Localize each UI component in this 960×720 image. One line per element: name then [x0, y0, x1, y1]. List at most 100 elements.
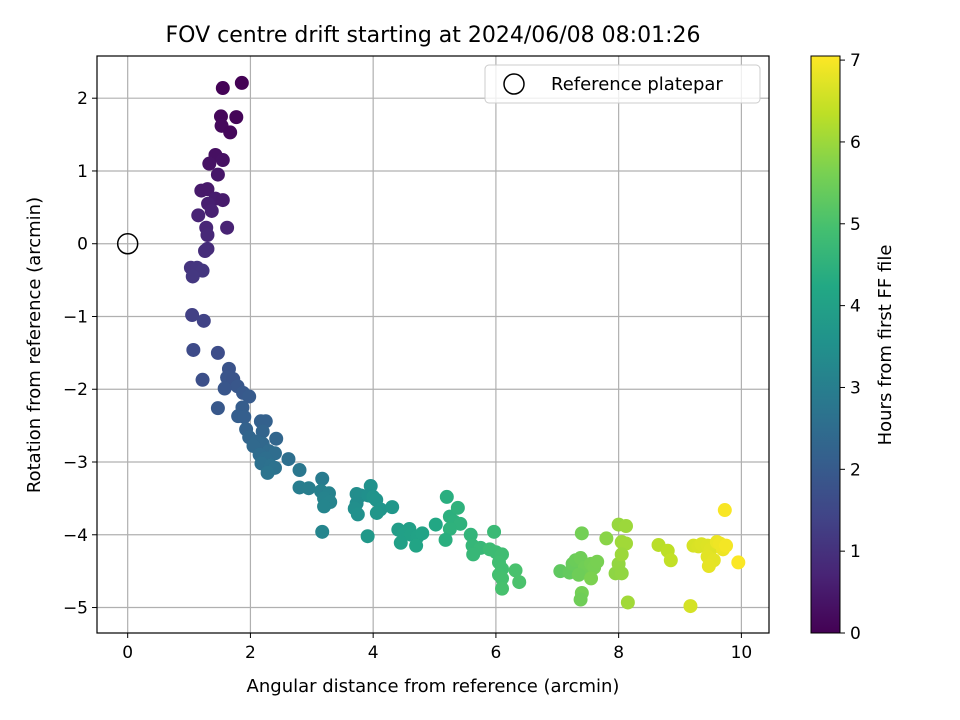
- data-point: [260, 465, 275, 480]
- data-point: [663, 553, 678, 568]
- data-point: [292, 463, 307, 478]
- reference-platepar-marker: [116, 232, 139, 255]
- colorbar-tick-label: 2: [850, 460, 861, 480]
- data-point: [584, 571, 599, 586]
- y-tick-label: −1: [63, 307, 88, 327]
- data-point: [463, 527, 478, 542]
- data-point: [438, 532, 453, 547]
- data-point: [574, 526, 589, 541]
- colorbar-tick-label: 0: [850, 624, 861, 644]
- data-point: [719, 538, 734, 553]
- data-point: [185, 308, 200, 323]
- y-axis-label: Rotation from reference (arcmin): [24, 197, 45, 493]
- data-point: [571, 567, 586, 582]
- data-point: [301, 481, 316, 496]
- y-tick-label: −4: [63, 526, 88, 546]
- plot-area: 0 2 4 6 8 10 −5 −4 −3 −2 −1 0 1 2: [63, 55, 770, 663]
- data-point: [210, 345, 225, 360]
- data-point: [350, 507, 365, 522]
- data-point: [439, 489, 454, 504]
- data-point: [315, 471, 330, 486]
- data-point: [317, 499, 332, 514]
- colorbar: 0 1 2 3 4 5 6 7 Hours from first FF file: [810, 51, 896, 644]
- colorbar-tick-label: 4: [850, 297, 861, 317]
- data-point: [195, 372, 210, 387]
- data-point: [614, 566, 629, 581]
- data-point: [495, 571, 510, 586]
- data-point: [466, 547, 481, 562]
- data-point: [229, 110, 244, 125]
- data-point: [315, 524, 330, 539]
- data-point: [487, 524, 502, 539]
- data-point: [200, 227, 215, 242]
- x-axis-ticks: 0 2 4 6 8 10: [122, 633, 752, 663]
- legend-reference-marker: [503, 73, 525, 95]
- data-point: [223, 125, 238, 140]
- data-point: [385, 500, 400, 515]
- data-point: [185, 269, 200, 284]
- y-tick-label: 1: [77, 162, 88, 182]
- data-point: [614, 547, 629, 562]
- data-point: [508, 563, 523, 578]
- data-point: [215, 153, 230, 168]
- data-point: [717, 503, 732, 518]
- x-tick-label: 4: [368, 643, 379, 663]
- colorbar-tick-label: 5: [850, 215, 861, 235]
- y-tick-label: 2: [77, 89, 88, 109]
- data-point: [409, 538, 424, 553]
- data-point: [731, 555, 746, 570]
- colorbar-tick-label: 6: [850, 133, 861, 153]
- data-point: [442, 521, 457, 536]
- data-point: [210, 401, 225, 416]
- y-axis-ticks: −5 −4 −3 −2 −1 0 1 2: [63, 89, 97, 619]
- data-point: [453, 516, 468, 531]
- data-point: [620, 595, 635, 610]
- data-point: [255, 424, 270, 439]
- data-point: [450, 500, 465, 515]
- data-point: [415, 526, 430, 541]
- data-points: [183, 75, 746, 614]
- data-point: [495, 581, 510, 596]
- data-point: [242, 389, 257, 404]
- y-tick-label: −2: [63, 380, 88, 400]
- data-point: [204, 203, 219, 218]
- colorbar-tick-label: 7: [850, 51, 861, 71]
- data-point: [369, 505, 384, 520]
- plot-frame: [96, 55, 770, 634]
- data-point: [234, 75, 249, 90]
- colorbar-tick-label: 1: [850, 542, 861, 562]
- x-tick-label: 2: [245, 643, 256, 663]
- data-point: [683, 599, 698, 614]
- data-point: [619, 519, 634, 534]
- data-point: [191, 208, 206, 223]
- data-point: [269, 431, 284, 446]
- reference-layer: [116, 232, 139, 255]
- x-tick-label: 0: [122, 643, 133, 663]
- colorbar-tick-label: 3: [850, 378, 861, 398]
- data-point: [210, 167, 225, 182]
- data-point: [215, 81, 230, 96]
- chart-title: FOV centre drift starting at 2024/06/08 …: [166, 23, 701, 48]
- data-point: [428, 517, 443, 532]
- x-tick-label: 10: [731, 643, 753, 663]
- legend-label: Reference platepar: [551, 74, 723, 95]
- data-point: [200, 182, 215, 197]
- data-point: [220, 220, 235, 235]
- data-point: [393, 535, 408, 550]
- data-point: [281, 452, 296, 467]
- colorbar-gradient: [810, 55, 841, 634]
- legend-frame: [484, 64, 761, 104]
- x-axis-label: Angular distance from reference (arcmin): [247, 676, 620, 697]
- data-point: [512, 575, 527, 590]
- data-point: [360, 529, 375, 544]
- data-point: [701, 559, 716, 574]
- y-tick-label: −5: [63, 599, 88, 619]
- data-point: [186, 342, 201, 357]
- data-point: [599, 531, 614, 546]
- data-point: [196, 313, 211, 328]
- data-point: [619, 536, 634, 551]
- legend: Reference platepar: [484, 64, 761, 104]
- data-point: [217, 381, 232, 396]
- colorbar-label: Hours from first FF file: [875, 245, 896, 446]
- x-tick-label: 8: [613, 643, 624, 663]
